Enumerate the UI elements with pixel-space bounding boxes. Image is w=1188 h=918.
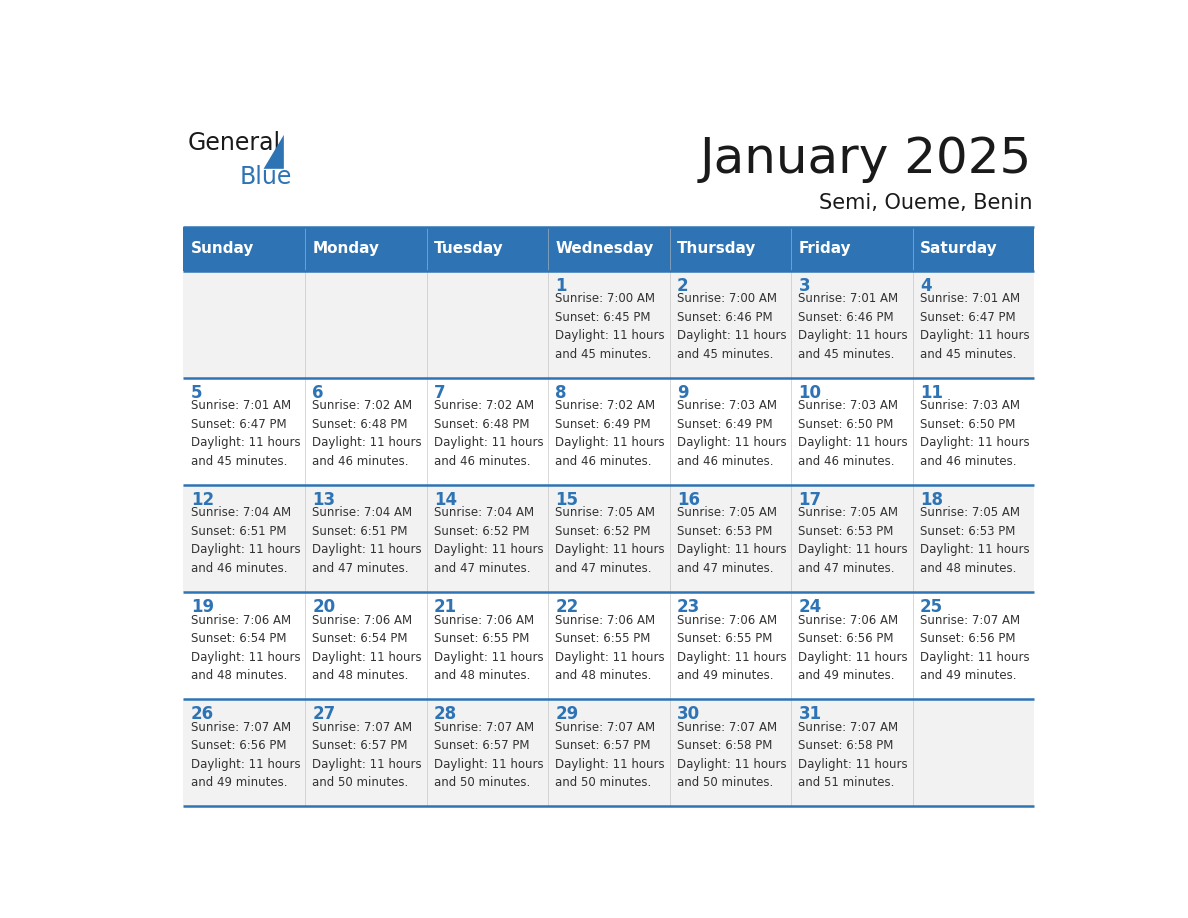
Text: Sunrise: 7:01 AM
Sunset: 6:46 PM
Daylight: 11 hours
and 45 minutes.: Sunrise: 7:01 AM Sunset: 6:46 PM Dayligh…: [798, 292, 908, 361]
Text: Sunrise: 7:01 AM
Sunset: 6:47 PM
Daylight: 11 hours
and 45 minutes.: Sunrise: 7:01 AM Sunset: 6:47 PM Dayligh…: [920, 292, 1030, 361]
Text: Sunrise: 7:05 AM
Sunset: 6:53 PM
Daylight: 11 hours
and 47 minutes.: Sunrise: 7:05 AM Sunset: 6:53 PM Dayligh…: [677, 507, 786, 575]
Text: Friday: Friday: [798, 241, 851, 256]
FancyBboxPatch shape: [670, 227, 791, 271]
Text: Sunrise: 7:07 AM
Sunset: 6:57 PM
Daylight: 11 hours
and 50 minutes.: Sunrise: 7:07 AM Sunset: 6:57 PM Dayligh…: [312, 721, 422, 789]
Text: 29: 29: [555, 705, 579, 723]
Text: Sunrise: 7:00 AM
Sunset: 6:46 PM
Daylight: 11 hours
and 45 minutes.: Sunrise: 7:00 AM Sunset: 6:46 PM Dayligh…: [677, 292, 786, 361]
Text: Sunrise: 7:03 AM
Sunset: 6:50 PM
Daylight: 11 hours
and 46 minutes.: Sunrise: 7:03 AM Sunset: 6:50 PM Dayligh…: [920, 399, 1030, 467]
FancyBboxPatch shape: [305, 227, 426, 271]
Text: Thursday: Thursday: [677, 241, 757, 256]
Text: Sunrise: 7:06 AM
Sunset: 6:54 PM
Daylight: 11 hours
and 48 minutes.: Sunrise: 7:06 AM Sunset: 6:54 PM Dayligh…: [312, 613, 422, 682]
Text: Sunrise: 7:01 AM
Sunset: 6:47 PM
Daylight: 11 hours
and 45 minutes.: Sunrise: 7:01 AM Sunset: 6:47 PM Dayligh…: [191, 399, 301, 467]
Text: Sunrise: 7:03 AM
Sunset: 6:49 PM
Daylight: 11 hours
and 46 minutes.: Sunrise: 7:03 AM Sunset: 6:49 PM Dayligh…: [677, 399, 786, 467]
Text: 1: 1: [555, 276, 567, 295]
Text: Sunrise: 7:06 AM
Sunset: 6:54 PM
Daylight: 11 hours
and 48 minutes.: Sunrise: 7:06 AM Sunset: 6:54 PM Dayligh…: [191, 613, 301, 682]
Text: Sunrise: 7:04 AM
Sunset: 6:51 PM
Daylight: 11 hours
and 46 minutes.: Sunrise: 7:04 AM Sunset: 6:51 PM Dayligh…: [191, 507, 301, 575]
Text: 17: 17: [798, 491, 822, 509]
FancyBboxPatch shape: [426, 227, 548, 271]
FancyBboxPatch shape: [183, 700, 1035, 806]
Text: Sunrise: 7:06 AM
Sunset: 6:55 PM
Daylight: 11 hours
and 48 minutes.: Sunrise: 7:06 AM Sunset: 6:55 PM Dayligh…: [434, 613, 543, 682]
Text: Saturday: Saturday: [920, 241, 998, 256]
Text: Sunrise: 7:07 AM
Sunset: 6:56 PM
Daylight: 11 hours
and 49 minutes.: Sunrise: 7:07 AM Sunset: 6:56 PM Dayligh…: [191, 721, 301, 789]
Text: General: General: [188, 131, 282, 155]
Text: Sunrise: 7:07 AM
Sunset: 6:56 PM
Daylight: 11 hours
and 49 minutes.: Sunrise: 7:07 AM Sunset: 6:56 PM Dayligh…: [920, 613, 1030, 682]
Text: Sunrise: 7:07 AM
Sunset: 6:58 PM
Daylight: 11 hours
and 51 minutes.: Sunrise: 7:07 AM Sunset: 6:58 PM Dayligh…: [798, 721, 908, 789]
Text: Sunrise: 7:02 AM
Sunset: 6:48 PM
Daylight: 11 hours
and 46 minutes.: Sunrise: 7:02 AM Sunset: 6:48 PM Dayligh…: [312, 399, 422, 467]
FancyBboxPatch shape: [183, 271, 1035, 378]
Text: Sunrise: 7:02 AM
Sunset: 6:48 PM
Daylight: 11 hours
and 46 minutes.: Sunrise: 7:02 AM Sunset: 6:48 PM Dayligh…: [434, 399, 543, 467]
Text: Wednesday: Wednesday: [555, 241, 653, 256]
Text: Monday: Monday: [312, 241, 379, 256]
Text: Sunrise: 7:07 AM
Sunset: 6:58 PM
Daylight: 11 hours
and 50 minutes.: Sunrise: 7:07 AM Sunset: 6:58 PM Dayligh…: [677, 721, 786, 789]
Text: Sunrise: 7:07 AM
Sunset: 6:57 PM
Daylight: 11 hours
and 50 minutes.: Sunrise: 7:07 AM Sunset: 6:57 PM Dayligh…: [555, 721, 665, 789]
Text: 18: 18: [920, 491, 943, 509]
Text: Sunrise: 7:00 AM
Sunset: 6:45 PM
Daylight: 11 hours
and 45 minutes.: Sunrise: 7:00 AM Sunset: 6:45 PM Dayligh…: [555, 292, 665, 361]
Text: Blue: Blue: [240, 165, 292, 189]
Text: Semi, Oueme, Benin: Semi, Oueme, Benin: [819, 193, 1032, 213]
FancyBboxPatch shape: [791, 227, 912, 271]
Text: Sunrise: 7:05 AM
Sunset: 6:52 PM
Daylight: 11 hours
and 47 minutes.: Sunrise: 7:05 AM Sunset: 6:52 PM Dayligh…: [555, 507, 665, 575]
Text: 27: 27: [312, 705, 335, 723]
Text: Sunrise: 7:04 AM
Sunset: 6:51 PM
Daylight: 11 hours
and 47 minutes.: Sunrise: 7:04 AM Sunset: 6:51 PM Dayligh…: [312, 507, 422, 575]
Text: 5: 5: [191, 384, 202, 402]
FancyBboxPatch shape: [912, 227, 1035, 271]
Text: 7: 7: [434, 384, 446, 402]
Text: Sunrise: 7:04 AM
Sunset: 6:52 PM
Daylight: 11 hours
and 47 minutes.: Sunrise: 7:04 AM Sunset: 6:52 PM Dayligh…: [434, 507, 543, 575]
Text: January 2025: January 2025: [700, 135, 1032, 183]
Text: 11: 11: [920, 384, 943, 402]
FancyBboxPatch shape: [183, 227, 305, 271]
Text: Sunrise: 7:05 AM
Sunset: 6:53 PM
Daylight: 11 hours
and 47 minutes.: Sunrise: 7:05 AM Sunset: 6:53 PM Dayligh…: [798, 507, 908, 575]
Text: Tuesday: Tuesday: [434, 241, 504, 256]
Text: 6: 6: [312, 384, 324, 402]
Text: Sunrise: 7:06 AM
Sunset: 6:56 PM
Daylight: 11 hours
and 49 minutes.: Sunrise: 7:06 AM Sunset: 6:56 PM Dayligh…: [798, 613, 908, 682]
Text: 31: 31: [798, 705, 822, 723]
Polygon shape: [264, 135, 284, 169]
Text: Sunrise: 7:02 AM
Sunset: 6:49 PM
Daylight: 11 hours
and 46 minutes.: Sunrise: 7:02 AM Sunset: 6:49 PM Dayligh…: [555, 399, 665, 467]
Text: Sunrise: 7:06 AM
Sunset: 6:55 PM
Daylight: 11 hours
and 49 minutes.: Sunrise: 7:06 AM Sunset: 6:55 PM Dayligh…: [677, 613, 786, 682]
Text: 23: 23: [677, 598, 700, 616]
Text: Sunrise: 7:03 AM
Sunset: 6:50 PM
Daylight: 11 hours
and 46 minutes.: Sunrise: 7:03 AM Sunset: 6:50 PM Dayligh…: [798, 399, 908, 467]
Text: 2: 2: [677, 276, 689, 295]
Text: Sunday: Sunday: [191, 241, 254, 256]
FancyBboxPatch shape: [183, 485, 1035, 592]
Text: 8: 8: [555, 384, 567, 402]
Text: 3: 3: [798, 276, 810, 295]
Text: 13: 13: [312, 491, 335, 509]
Text: 22: 22: [555, 598, 579, 616]
Text: 9: 9: [677, 384, 689, 402]
Text: 10: 10: [798, 384, 821, 402]
Text: 15: 15: [555, 491, 579, 509]
FancyBboxPatch shape: [548, 227, 670, 271]
FancyBboxPatch shape: [183, 592, 1035, 700]
Text: Sunrise: 7:05 AM
Sunset: 6:53 PM
Daylight: 11 hours
and 48 minutes.: Sunrise: 7:05 AM Sunset: 6:53 PM Dayligh…: [920, 507, 1030, 575]
Text: 12: 12: [191, 491, 214, 509]
Text: 20: 20: [312, 598, 335, 616]
Text: 28: 28: [434, 705, 457, 723]
Text: 26: 26: [191, 705, 214, 723]
FancyBboxPatch shape: [183, 378, 1035, 485]
Text: 16: 16: [677, 491, 700, 509]
Text: 14: 14: [434, 491, 457, 509]
Text: 4: 4: [920, 276, 931, 295]
Text: 24: 24: [798, 598, 822, 616]
Text: 19: 19: [191, 598, 214, 616]
Text: 30: 30: [677, 705, 700, 723]
Text: 25: 25: [920, 598, 943, 616]
Text: Sunrise: 7:06 AM
Sunset: 6:55 PM
Daylight: 11 hours
and 48 minutes.: Sunrise: 7:06 AM Sunset: 6:55 PM Dayligh…: [555, 613, 665, 682]
Text: 21: 21: [434, 598, 457, 616]
Text: Sunrise: 7:07 AM
Sunset: 6:57 PM
Daylight: 11 hours
and 50 minutes.: Sunrise: 7:07 AM Sunset: 6:57 PM Dayligh…: [434, 721, 543, 789]
